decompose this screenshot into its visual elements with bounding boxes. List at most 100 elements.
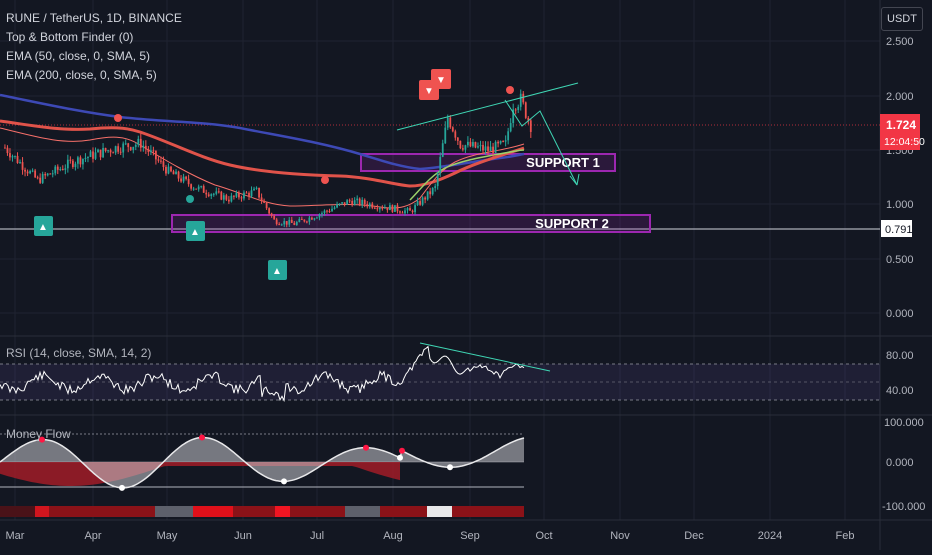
candle-body — [461, 148, 464, 150]
mf-tick: 0.000 — [886, 457, 914, 469]
candle-body — [61, 169, 64, 171]
candle-body — [255, 187, 258, 189]
rsi-legend[interactable]: RSI (14, close, SMA, 14, 2) — [6, 346, 152, 360]
candle-body — [94, 152, 97, 159]
candle-body — [524, 102, 527, 118]
top-dot — [506, 86, 514, 94]
candle-body — [416, 201, 419, 206]
candle-body — [233, 195, 235, 197]
support-level-value: 0.791 — [885, 224, 913, 236]
price-axis[interactable]: 2.500 2.000 1.500 1.000 0.500 0.000 — [886, 36, 914, 320]
candle-body — [386, 207, 389, 211]
candle-body — [39, 177, 42, 183]
support-1-label: SUPPORT 1 — [526, 155, 600, 170]
candle-body — [441, 143, 444, 157]
candle-body — [119, 151, 122, 153]
candle-body — [429, 191, 432, 195]
time-tick: Nov — [610, 530, 630, 542]
candle-body — [127, 143, 130, 148]
candle-body — [497, 141, 499, 144]
trend-line-upper[interactable] — [396, 82, 579, 131]
candle-body — [235, 192, 238, 197]
time-tick: Feb — [836, 530, 855, 542]
indicator-legend[interactable]: Top & Bottom Finder (0) — [6, 30, 134, 44]
candle-body — [394, 205, 396, 212]
rsi-axis[interactable]: 80.00 40.00 — [886, 350, 914, 397]
candle-body — [77, 157, 79, 164]
candle-body — [424, 197, 427, 200]
mf-tick: 100.000 — [884, 417, 924, 429]
indicator-legend[interactable]: EMA (200, close, 0, SMA, 5) — [6, 68, 157, 82]
bottom-marker: ▲ — [186, 221, 205, 241]
rsi-divergence-line[interactable] — [419, 342, 551, 372]
candle-body — [149, 150, 152, 152]
candle-body — [152, 150, 155, 152]
projection-arrow — [569, 173, 580, 186]
candle-body — [278, 224, 281, 226]
last-price-tag[interactable]: 1.724 12:04:50 — [880, 114, 925, 150]
grid-lines — [0, 0, 880, 520]
candle-body — [129, 147, 132, 150]
candle-body — [469, 141, 472, 147]
mf-peak-dot — [399, 447, 405, 454]
svg-text:▲: ▲ — [38, 222, 48, 233]
candle-body — [373, 207, 376, 209]
svg-text:▲: ▲ — [190, 227, 200, 238]
mf-strip-segment — [35, 506, 49, 517]
time-tick: Dec — [684, 530, 704, 542]
time-tick: Sep — [460, 530, 480, 542]
candle-body — [4, 147, 6, 149]
rsi-pane[interactable] — [0, 342, 880, 403]
candle-body — [482, 144, 484, 151]
candle-body — [139, 138, 142, 148]
money-flow-legend[interactable]: Money Flow — [6, 427, 71, 441]
candle-body — [66, 159, 69, 169]
candle-body — [396, 205, 399, 212]
mf-strip-segment — [155, 506, 193, 517]
money-flow-axis[interactable]: 100.000 0.000 -100.000 — [882, 417, 925, 513]
candle-body — [71, 160, 74, 168]
candle-body — [225, 195, 228, 200]
ema-fast-line — [0, 127, 525, 209]
candle-body — [474, 142, 477, 148]
candle-body — [361, 199, 364, 205]
candle-body — [195, 188, 198, 190]
support-level-tag[interactable]: 0.791 — [881, 220, 913, 237]
candle-body — [270, 213, 273, 216]
candle-body — [477, 146, 479, 148]
money-flow-pane[interactable] — [0, 433, 525, 517]
money-flow-wave-line — [0, 436, 525, 489]
candle-body — [464, 145, 467, 150]
candle-body — [172, 171, 175, 175]
candle-body — [451, 127, 454, 132]
candle-body — [351, 200, 354, 206]
candlestick-series — [4, 89, 532, 228]
price-tick: 0.500 — [886, 254, 914, 266]
candle-body — [64, 168, 67, 170]
candle-body — [207, 194, 210, 197]
candle-body — [245, 192, 248, 194]
money-flow-red-area — [0, 462, 400, 486]
candle-body — [182, 176, 185, 182]
currency-button[interactable]: USDT — [881, 7, 923, 31]
projection-path[interactable] — [504, 99, 578, 186]
candle-body — [346, 200, 349, 205]
candle-body — [298, 218, 301, 222]
candle-body — [250, 190, 253, 197]
candle-body — [137, 138, 140, 145]
indicator-legend[interactable]: EMA (50, close, 0, SMA, 5) — [6, 49, 151, 63]
candle-body — [295, 221, 298, 225]
candle-body — [99, 149, 102, 158]
time-axis[interactable]: Mar Apr May Jun Jul Aug Sep Oct Nov Dec … — [6, 530, 855, 542]
last-price-value: 1.724 — [886, 118, 916, 132]
top-dot — [321, 176, 329, 184]
symbol-title[interactable]: RUNE / TetherUS, 1D, BINANCE — [6, 11, 182, 25]
rsi-line — [0, 345, 525, 403]
candle-body — [114, 146, 117, 153]
candle-body — [288, 219, 291, 225]
candle-body — [316, 217, 318, 219]
money-flow-signal-dots — [39, 434, 453, 491]
candle-body — [210, 194, 213, 197]
